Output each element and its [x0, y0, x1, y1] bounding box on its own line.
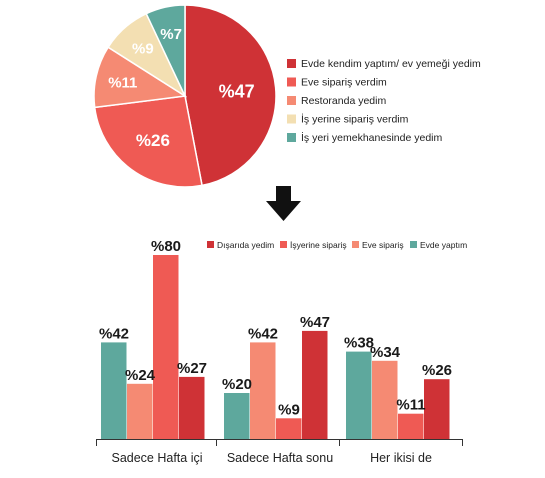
pie-chart: %47 %26 %11 %9 %7 Evde kendim yaptım/ ev yem…	[93, 4, 481, 188]
bar-legend-swatch	[280, 241, 287, 248]
bar	[276, 418, 302, 439]
pie-slices	[93, 4, 277, 188]
pie-slice-label: %11	[108, 74, 137, 91]
pie-legend-label: Evde kendim yaptım/ ev yemeği yedim	[301, 58, 481, 70]
bar-value-labels: %42 %24 %80 %27 %20 %42 %9 %47 %38%34 %11 %26	[99, 238, 452, 418]
bar-value-label: %47	[300, 314, 330, 331]
bar	[101, 342, 127, 439]
bar-legend-swatch	[410, 241, 417, 248]
bar	[372, 360, 398, 439]
category-labels: Sadece Hafta içi Sadece Hafta sonu Her iki…	[111, 451, 431, 465]
category-label: Sadece Hafta içi	[111, 451, 202, 465]
bar-value-label: %42	[99, 325, 129, 342]
bar-value-label: %24	[125, 367, 156, 384]
bar-value-label: %27	[177, 360, 207, 377]
bar-legend-label: Eve sipariş	[362, 240, 404, 250]
bar-legend: Dışarıda yedim İşyerine sipariş Eve sipari…	[207, 240, 467, 250]
bar	[346, 351, 372, 439]
bar-legend-label: Dışarıda yedim	[217, 240, 274, 250]
pie-slice-label: %7	[160, 26, 182, 43]
bar-value-label: %9	[278, 401, 300, 418]
bar-value-label: %34	[370, 344, 401, 361]
category-label: Her ikisi de	[370, 451, 432, 465]
bar-value-label: %38	[344, 335, 374, 352]
pie-legend-swatch	[287, 59, 296, 68]
bar-legend-swatch	[207, 241, 214, 248]
pie-legend-swatch	[287, 114, 296, 124]
category-label: Sadece Hafta sonu	[227, 451, 333, 465]
bar-value-label: %20	[222, 376, 252, 393]
x-axis	[96, 439, 463, 446]
pie-legend: Evde kendim yaptım/ ev yemeği yedim Eve s…	[287, 58, 481, 144]
bar	[127, 383, 153, 439]
bar	[250, 342, 276, 439]
bar-value-label: %11	[396, 397, 425, 414]
pie-legend-label: Restoranda yedim	[301, 95, 386, 107]
pie-slice-label: %47	[219, 81, 255, 101]
pie-slice-label: %9	[132, 41, 154, 58]
bar-value-label: %80	[151, 238, 181, 255]
pie-slice-label: %26	[136, 131, 170, 150]
bars	[101, 255, 450, 439]
pie-slice	[93, 95, 203, 188]
bar-legend-label: İşyerine sipariş	[290, 240, 347, 250]
bar	[398, 413, 424, 439]
bar	[224, 393, 250, 439]
pie-slice	[184, 4, 277, 187]
pie-legend-label: Eve sipariş verdim	[301, 77, 387, 89]
pie-legend-label: İş yerine sipariş verdim	[301, 113, 409, 126]
bar	[302, 330, 328, 439]
bar-legend-label: Evde yaptım	[420, 240, 467, 250]
pie-legend-swatch	[287, 133, 296, 142]
pie-labels: %47 %26 %11 %9 %7	[108, 26, 254, 150]
pie-legend-swatch	[287, 96, 296, 105]
bar	[153, 255, 179, 439]
pie-legend-swatch	[287, 77, 296, 87]
bar-value-label: %42	[248, 325, 278, 342]
pie-legend-label: İş yeri yemekhanesinde yedim	[301, 131, 442, 144]
bar-value-label: %26	[422, 362, 452, 379]
down-arrow-icon	[266, 186, 301, 221]
pie-slice	[145, 4, 186, 97]
bar-legend-swatch	[352, 241, 359, 248]
bar	[179, 376, 205, 439]
bar	[424, 379, 450, 439]
